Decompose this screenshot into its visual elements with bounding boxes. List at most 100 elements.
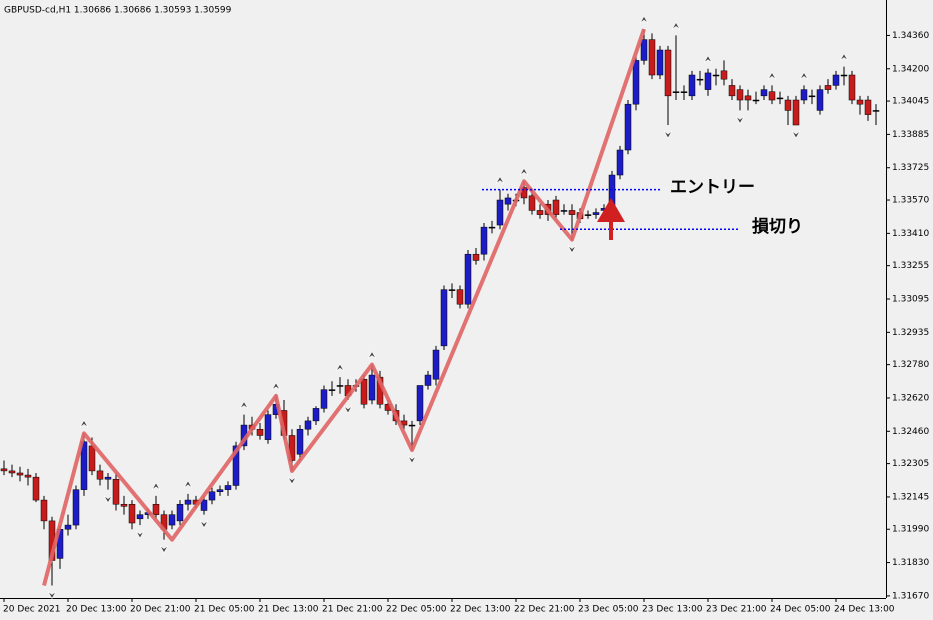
candle-body <box>808 95 816 98</box>
candle-body <box>864 99 872 115</box>
x-tick-label: 24 Dec 13:00 <box>834 605 895 615</box>
candle-body <box>640 39 648 61</box>
fractal-down <box>287 476 297 485</box>
candle-body <box>96 470 104 480</box>
candle-body <box>632 60 640 105</box>
fractal-down <box>791 130 801 139</box>
candle-body <box>736 89 744 101</box>
x-tick-label: 21 Dec 05:00 <box>194 605 255 615</box>
y-tick-label: 1.33255 <box>892 261 929 271</box>
fractal-up <box>839 53 849 61</box>
candle-body <box>824 85 832 90</box>
candle-body <box>136 514 144 520</box>
candle-body <box>168 514 176 526</box>
candle-body <box>72 489 80 526</box>
x-tick-label: 22 Dec 13:00 <box>450 605 511 615</box>
candle-body <box>328 389 336 391</box>
fractal-up <box>799 71 809 80</box>
y-tick-label: 1.34200 <box>892 64 929 74</box>
candle-body <box>312 408 320 422</box>
fractal-down <box>103 495 113 504</box>
candle-body <box>616 149 624 176</box>
candle-body <box>776 97 784 100</box>
candle-body <box>224 485 232 490</box>
candle-body <box>504 197 512 205</box>
candle-body <box>488 226 496 229</box>
candle-body <box>680 91 688 93</box>
candle-body <box>432 349 440 380</box>
candle-body <box>368 374 376 401</box>
fractal-up <box>151 482 161 491</box>
candle-body <box>448 289 456 291</box>
y-tick-label: 1.32780 <box>892 360 929 370</box>
candle-body <box>128 503 136 524</box>
candle-body <box>152 503 160 515</box>
candle-body <box>784 99 792 111</box>
chart-title: GBPUSD-cd,H1 1.30686 1.30686 1.30593 1.3… <box>4 6 232 16</box>
y-tick-label: 1.34045 <box>892 97 929 107</box>
candle-body <box>840 74 848 77</box>
candle-body <box>176 503 184 522</box>
candle-body <box>256 428 264 436</box>
candle-body <box>552 199 560 215</box>
fractal-up <box>671 21 681 30</box>
candle-body <box>856 99 864 105</box>
y-tick-label: 1.33410 <box>892 229 929 239</box>
candle-body <box>16 472 24 476</box>
x-tick-label: 24 Dec 05:00 <box>770 605 831 615</box>
candle-body <box>264 414 272 440</box>
candle-body <box>480 226 488 255</box>
x-tick-label: 22 Dec 05:00 <box>386 605 447 615</box>
fractal-down <box>199 520 209 529</box>
x-tick-label: 20 Dec 2021 <box>3 605 61 615</box>
candle-body <box>728 85 736 97</box>
candle-body <box>80 441 88 490</box>
candle-body <box>208 491 216 501</box>
y-tick-label: 1.31990 <box>892 525 929 535</box>
candle-body <box>496 199 504 226</box>
x-tick-label: 23 Dec 21:00 <box>706 605 767 615</box>
candle-body <box>456 289 464 305</box>
candle-body <box>296 428 304 455</box>
candle-body <box>744 95 752 101</box>
candle-body <box>64 524 72 530</box>
y-tick-label: 1.31830 <box>892 558 929 568</box>
candle-body <box>200 499 208 511</box>
candle-body <box>24 474 32 478</box>
fractal-up <box>367 351 377 359</box>
x-tick-label: 20 Dec 13:00 <box>66 605 127 615</box>
candle-body <box>184 499 192 505</box>
candle-body <box>688 74 696 97</box>
zigzag-line <box>42 28 646 587</box>
candle-body <box>424 374 432 386</box>
candle-body <box>648 39 656 76</box>
fractal-down <box>135 530 145 539</box>
candle-body <box>832 74 840 86</box>
candle-body <box>568 210 576 215</box>
candle-body <box>0 468 8 472</box>
x-tick-label: 21 Dec 13:00 <box>258 605 319 615</box>
candle-body <box>104 476 112 480</box>
fractal-down <box>663 130 673 139</box>
candle-body <box>760 89 768 97</box>
candle-body <box>768 91 776 101</box>
candle-body <box>8 470 16 474</box>
fractal-up <box>767 71 777 80</box>
fractal-down <box>159 545 169 554</box>
fractal-up <box>271 382 281 391</box>
level-label: 損切り <box>752 216 803 237</box>
candle-body <box>112 478 120 505</box>
y-tick-label: 1.32460 <box>892 427 929 437</box>
candle-body <box>216 489 224 492</box>
level-label: エントリー <box>670 178 755 198</box>
candle-body <box>32 476 40 501</box>
candle-body <box>672 91 680 93</box>
entry-arrow-head <box>597 198 625 222</box>
fractal-down <box>343 405 353 414</box>
x-tick-label: 21 Dec 21:00 <box>322 605 383 615</box>
y-tick-label: 1.33095 <box>892 295 929 305</box>
y-tick-label: 1.31670 <box>892 591 929 601</box>
candle-body <box>720 70 728 80</box>
candle-body <box>664 49 672 97</box>
